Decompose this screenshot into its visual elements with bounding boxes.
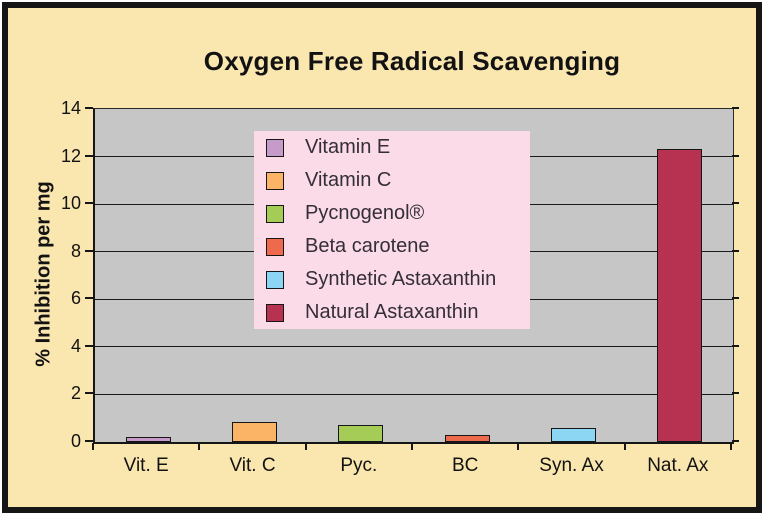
x-tick-label-3: BC [451, 455, 479, 476]
y-tick-left-0 [85, 440, 93, 442]
legend-row-1: Vitamin C [254, 164, 530, 197]
x-tick-1 [198, 443, 201, 450]
y-tick-left-8 [85, 249, 93, 252]
y-tick-label-2: 2 [70, 383, 81, 404]
y-tick-left-12 [85, 154, 93, 157]
bar-bc [444, 435, 490, 442]
x-tick-label-2: Pyc. [340, 455, 378, 476]
legend-label-2: Pycnogenol® [305, 202, 425, 224]
gridline-4 [95, 346, 733, 348]
gridline-2 [95, 393, 733, 395]
legend-swatch-5 [266, 303, 284, 322]
legend: Vitamin E Vitamin C Pycnogenol® Beta carote… [254, 131, 530, 329]
y-tick-right-10 [732, 202, 739, 205]
y-tick-right-8 [732, 249, 739, 252]
y-tick-label-4: 4 [70, 335, 81, 356]
y-tick-right-6 [732, 297, 739, 300]
y-tick-label-6: 6 [70, 288, 81, 309]
x-tick-label-0: Vit. E [123, 455, 169, 476]
x-tick-label-4: Syn. Ax [539, 455, 604, 476]
y-tick-right-0 [732, 440, 739, 442]
legend-row-3: Beta carotene [254, 230, 530, 263]
y-tick-left-10 [85, 202, 93, 205]
x-tick-label-1: Vit. C [229, 455, 276, 476]
legend-label-3: Beta carotene [305, 235, 430, 257]
y-tick-right-4 [732, 344, 739, 347]
y-tick-label-8: 8 [70, 240, 81, 261]
legend-swatch-1 [266, 171, 284, 190]
y-tick-right-14 [732, 107, 739, 109]
y-tick-label-14: 14 [60, 98, 81, 118]
legend-swatch-3 [266, 237, 284, 256]
x-tick-5 [623, 443, 626, 450]
x-tick-0 [92, 443, 94, 450]
y-tick-left-6 [85, 297, 93, 300]
x-tick-label-5: Nat. Ax [647, 455, 709, 476]
y-tick-label-10: 10 [60, 193, 81, 214]
legend-swatch-0 [266, 138, 284, 157]
legend-label-5: Natural Astaxanthin [305, 301, 479, 323]
legend-label-1: Vitamin C [305, 169, 392, 191]
x-tick-6 [730, 443, 732, 450]
legend-label-0: Vitamin E [305, 136, 391, 158]
legend-swatch-2 [266, 204, 284, 223]
bar-vit-e [125, 437, 171, 442]
legend-row-0: Vitamin E [254, 131, 530, 164]
legend-label-4: Synthetic Astaxanthin [305, 268, 497, 290]
chart-title: Oxygen Free Radical Scavenging [203, 46, 621, 76]
y-tick-label-12: 12 [60, 145, 81, 166]
y-tick-right-12 [732, 154, 739, 157]
legend-row-2: Pycnogenol® [254, 197, 530, 230]
x-tick-4 [517, 443, 520, 450]
x-tick-2 [304, 443, 307, 450]
bar-vit-c [232, 422, 277, 442]
y-tick-left-14 [85, 107, 93, 109]
y-tick-right-2 [732, 392, 739, 395]
bar-syn-ax [551, 428, 596, 442]
legend-row-5: Natural Astaxanthin [254, 296, 530, 329]
y-tick-left-2 [85, 392, 93, 395]
y-tick-left-4 [85, 344, 93, 347]
y-tick-label-0: 0 [70, 431, 81, 451]
x-tick-3 [411, 443, 413, 450]
legend-row-4: Synthetic Astaxanthin [254, 263, 530, 296]
legend-swatch-4 [266, 270, 284, 289]
bar-nat-ax [657, 149, 703, 442]
bar-pyc- [338, 425, 384, 442]
